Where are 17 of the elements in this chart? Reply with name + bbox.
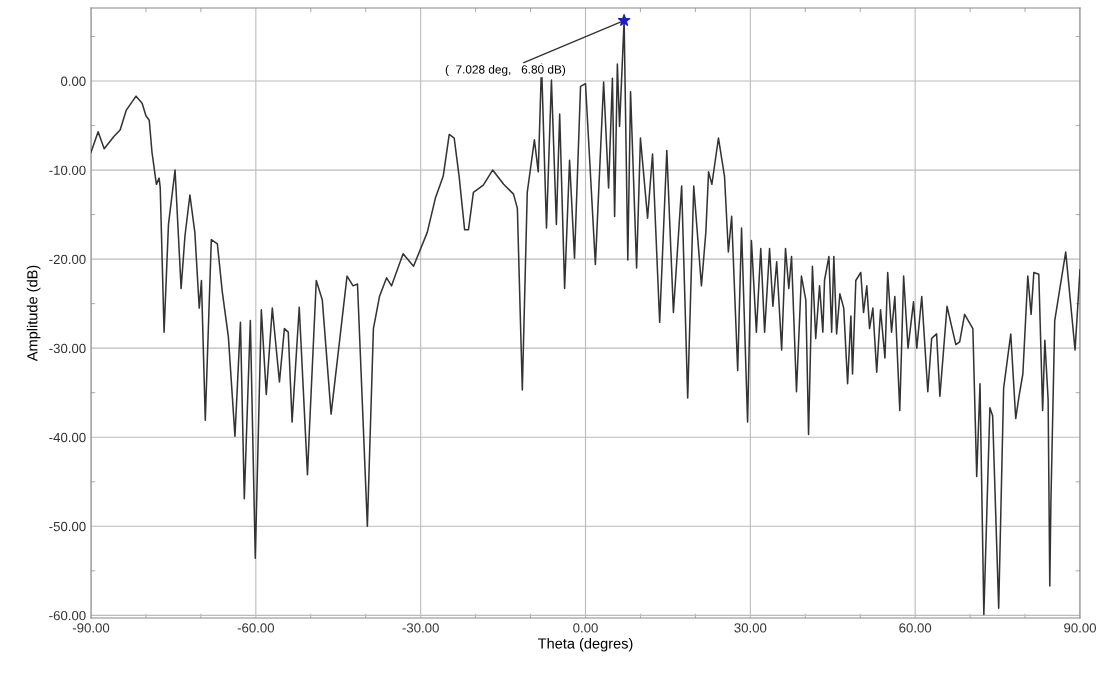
x-tick-label: -30.00 <box>402 623 439 633</box>
y-tick-label: -20.00 <box>49 254 86 265</box>
x-tick-label: -90.00 <box>72 623 110 633</box>
y-tick-label: -10.00 <box>49 165 86 175</box>
x-tick-label: 30.00 <box>734 623 767 633</box>
y-tick-label: 0.00 <box>60 76 86 86</box>
y-tick-label: -40.00 <box>49 432 86 443</box>
x-tick-label: 60.00 <box>899 623 932 633</box>
y-tick-label: -50.00 <box>49 521 86 532</box>
x-tick-label: 90.00 <box>1064 623 1096 633</box>
y-tick-label: -60.00 <box>49 610 86 621</box>
x-tick-label: 0.00 <box>573 623 598 633</box>
y-axis-title: Amplitude (dB) <box>26 265 41 362</box>
x-axis-title: Theta (degres) <box>538 637 633 652</box>
x-tick-label: -60.00 <box>237 623 275 633</box>
annotation: ( 7.028 deg, 6.80 dB) <box>445 64 566 76</box>
y-tick-label: -30.00 <box>49 343 86 354</box>
